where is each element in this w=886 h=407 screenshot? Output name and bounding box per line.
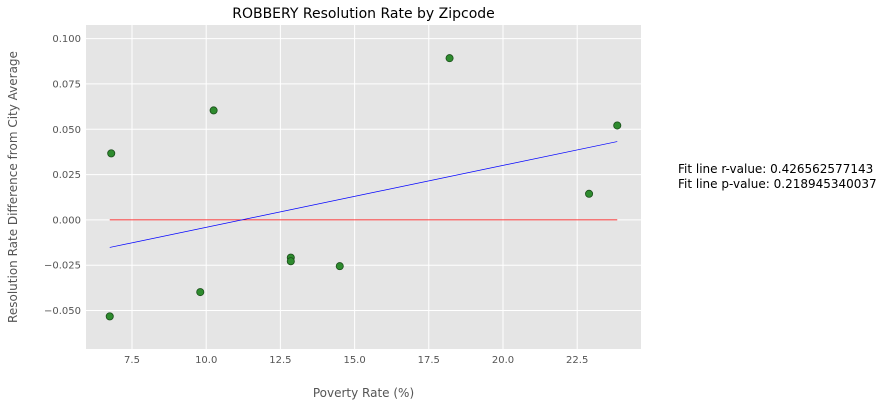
y-tick-label: 0.025 [52,170,81,181]
x-tick-label: 20.0 [492,355,514,366]
x-tick-label: 12.5 [269,355,291,366]
x-tick-label: 17.5 [418,355,440,366]
y-tick-label: 0.100 [52,34,81,45]
scatter-point [585,189,594,198]
scatter-point [286,257,295,266]
scatter-point [105,312,114,321]
fit-p-value: Fit line p-value: 0.218945340037 [678,177,877,191]
lines [109,141,618,248]
scatter-points [105,54,622,321]
x-axis-label: Poverty Rate (%) [313,386,414,400]
y-tick-label: −0.025 [44,261,81,272]
x-tick-label: 7.5 [124,355,140,366]
plot-area [86,25,641,349]
y-axis-label: Resolution Rate Difference from City Ave… [6,51,20,323]
scatter-point [445,54,454,63]
x-tick-label: 15.0 [343,355,365,366]
ticks: 7.5 10.0 12.5 15.0 17.5 20.0 22.5 −0.050 −0.025 0… [44,34,588,366]
scatter-point [196,288,205,297]
chart-title: ROBBERY Resolution Rate by Zipcode [232,6,495,22]
y-tick-label: 0.075 [52,79,81,90]
scatter-point [209,106,218,115]
scatter-point [107,149,116,158]
scatter-point [335,262,344,271]
fit-line [109,141,618,248]
y-tick-label: −0.050 [44,306,81,317]
y-tick-label: 0.050 [52,125,81,136]
x-tick-label: 22.5 [566,355,588,366]
scatter-point [613,121,622,130]
x-tick-label: 10.0 [195,355,217,366]
fit-r-value: Fit line r-value: 0.426562577143 [678,162,874,176]
y-tick-label: 0.000 [52,215,81,226]
